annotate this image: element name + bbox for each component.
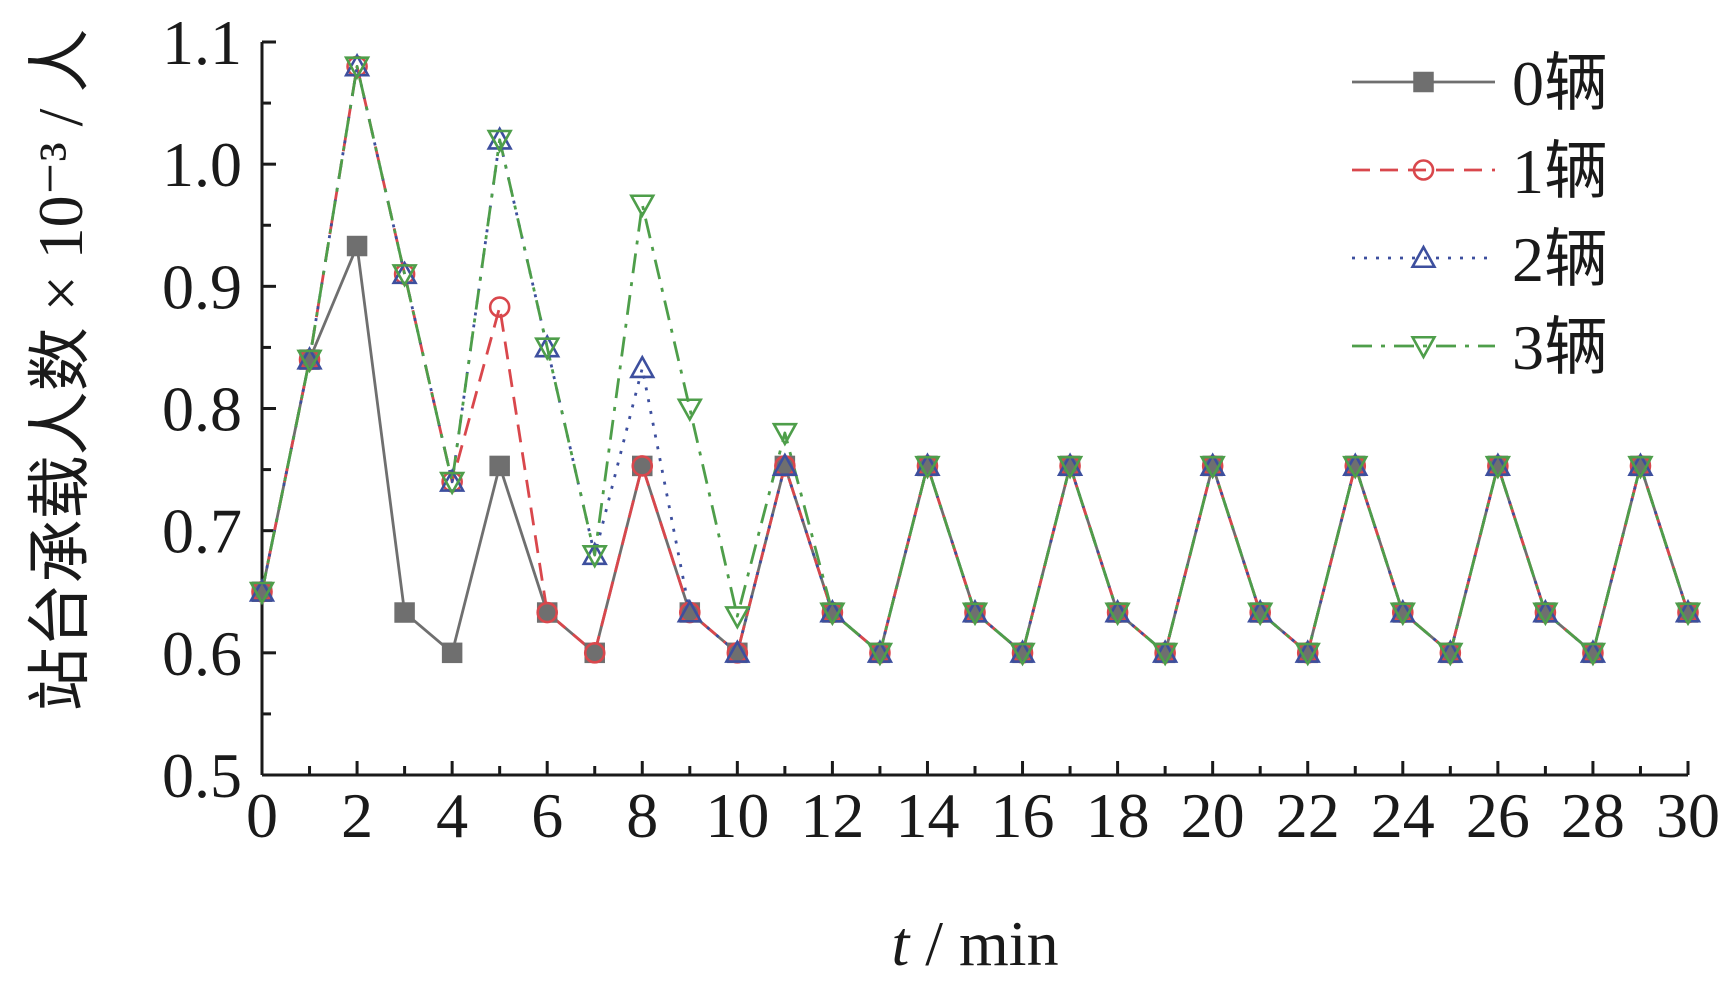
legend-marker [1413, 71, 1434, 93]
x-tick-label: 26 [1466, 780, 1530, 851]
legend-label: 0辆 [1512, 48, 1608, 119]
legend-label: 3辆 [1512, 312, 1608, 383]
x-tick-label: 18 [1086, 780, 1150, 851]
data-point [394, 602, 415, 623]
series-markers-2 [248, 52, 1702, 663]
data-point [486, 129, 513, 154]
x-tick-label: 20 [1181, 780, 1245, 851]
data-point [771, 452, 799, 476]
y-tick-label: 0.6 [162, 618, 242, 689]
x-tick-label: 10 [705, 780, 769, 851]
data-point [771, 422, 799, 447]
data-point [1104, 602, 1131, 627]
data-point [536, 601, 559, 624]
y-axis-title: 站台承载人数 × 10⁻³ / 人 [25, 29, 96, 712]
data-point [1674, 602, 1702, 627]
data-point [488, 296, 511, 318]
legend-marker [1410, 244, 1437, 269]
data-point [1009, 642, 1036, 667]
x-axis-title-variable: t [891, 908, 911, 979]
x-tick-label: 28 [1561, 780, 1625, 851]
y-tick-label: 1.0 [162, 129, 242, 200]
x-tick-label: 12 [800, 780, 864, 851]
x-tick-label: 14 [895, 780, 959, 851]
data-point [346, 235, 368, 257]
data-point [1199, 455, 1226, 480]
x-tick-label: 16 [991, 780, 1055, 851]
legend-item-1: 1辆 [1352, 136, 1608, 207]
data-point [248, 581, 276, 606]
data-point [631, 455, 654, 477]
legend-marker [1410, 335, 1437, 360]
y-tick-label: 0.5 [162, 740, 242, 811]
data-point [1627, 455, 1654, 480]
series-markers [248, 52, 1702, 667]
legend: 0辆 1辆 2辆 3辆 [1352, 48, 1608, 383]
data-point [296, 349, 323, 374]
data-point [489, 455, 510, 477]
x-tick-label: 24 [1371, 780, 1435, 851]
x-tick-label: 8 [626, 780, 658, 851]
data-point [581, 545, 608, 569]
series-markers-1 [251, 55, 1699, 664]
y-tick-label: 0.7 [162, 496, 242, 567]
y-tick-label: 1.1 [162, 7, 242, 78]
data-point [819, 602, 846, 627]
x-tick-label: 30 [1656, 780, 1720, 851]
legend-label: 2辆 [1512, 224, 1608, 295]
data-point [1437, 642, 1464, 667]
data-point [676, 598, 703, 623]
data-point [961, 602, 989, 627]
data-point [1247, 602, 1274, 627]
legend-item-3: 3辆 [1352, 312, 1608, 383]
data-point [1532, 602, 1559, 627]
data-point [724, 606, 751, 630]
data-point [438, 471, 466, 496]
data-point [1294, 642, 1321, 667]
data-point [1151, 642, 1179, 667]
data-point [1579, 642, 1607, 667]
legend-label: 1辆 [1512, 136, 1608, 207]
series-markers-0 [251, 235, 1699, 664]
data-point [1056, 455, 1084, 480]
data-point [1342, 455, 1369, 480]
data-point [534, 337, 561, 362]
axes: 0 2 4 6 8 10 12 14 16 18 20 22 24 26 28 300.50.60.70.80… [162, 7, 1720, 851]
legend-item-2: 2辆 [1352, 224, 1608, 295]
data-point [343, 56, 371, 81]
x-tick-label: 2 [341, 780, 373, 851]
data-point [1389, 602, 1416, 627]
data-point [629, 354, 656, 379]
data-point [629, 194, 656, 219]
data-point [583, 642, 606, 664]
x-tick-label: 0 [246, 780, 278, 851]
x-axis-title-unit: / min [909, 908, 1058, 979]
data-point [914, 455, 941, 480]
legend-marker [1412, 159, 1435, 181]
y-tick-label: 0.8 [162, 374, 242, 445]
x-tick-label: 4 [436, 780, 468, 851]
data-point [391, 264, 418, 288]
data-point [441, 642, 463, 664]
data-point [724, 639, 751, 663]
x-axis-title: t / min [891, 908, 1058, 979]
series-lines [260, 65, 1690, 655]
x-tick-label: 22 [1276, 780, 1340, 851]
legend-item-0: 0辆 [1352, 48, 1608, 119]
data-point [676, 398, 703, 423]
series-markers-3 [248, 56, 1702, 667]
data-point [866, 642, 894, 667]
x-tick-label: 6 [531, 780, 563, 851]
y-tick-label: 0.9 [162, 251, 242, 322]
data-point [1484, 455, 1512, 480]
